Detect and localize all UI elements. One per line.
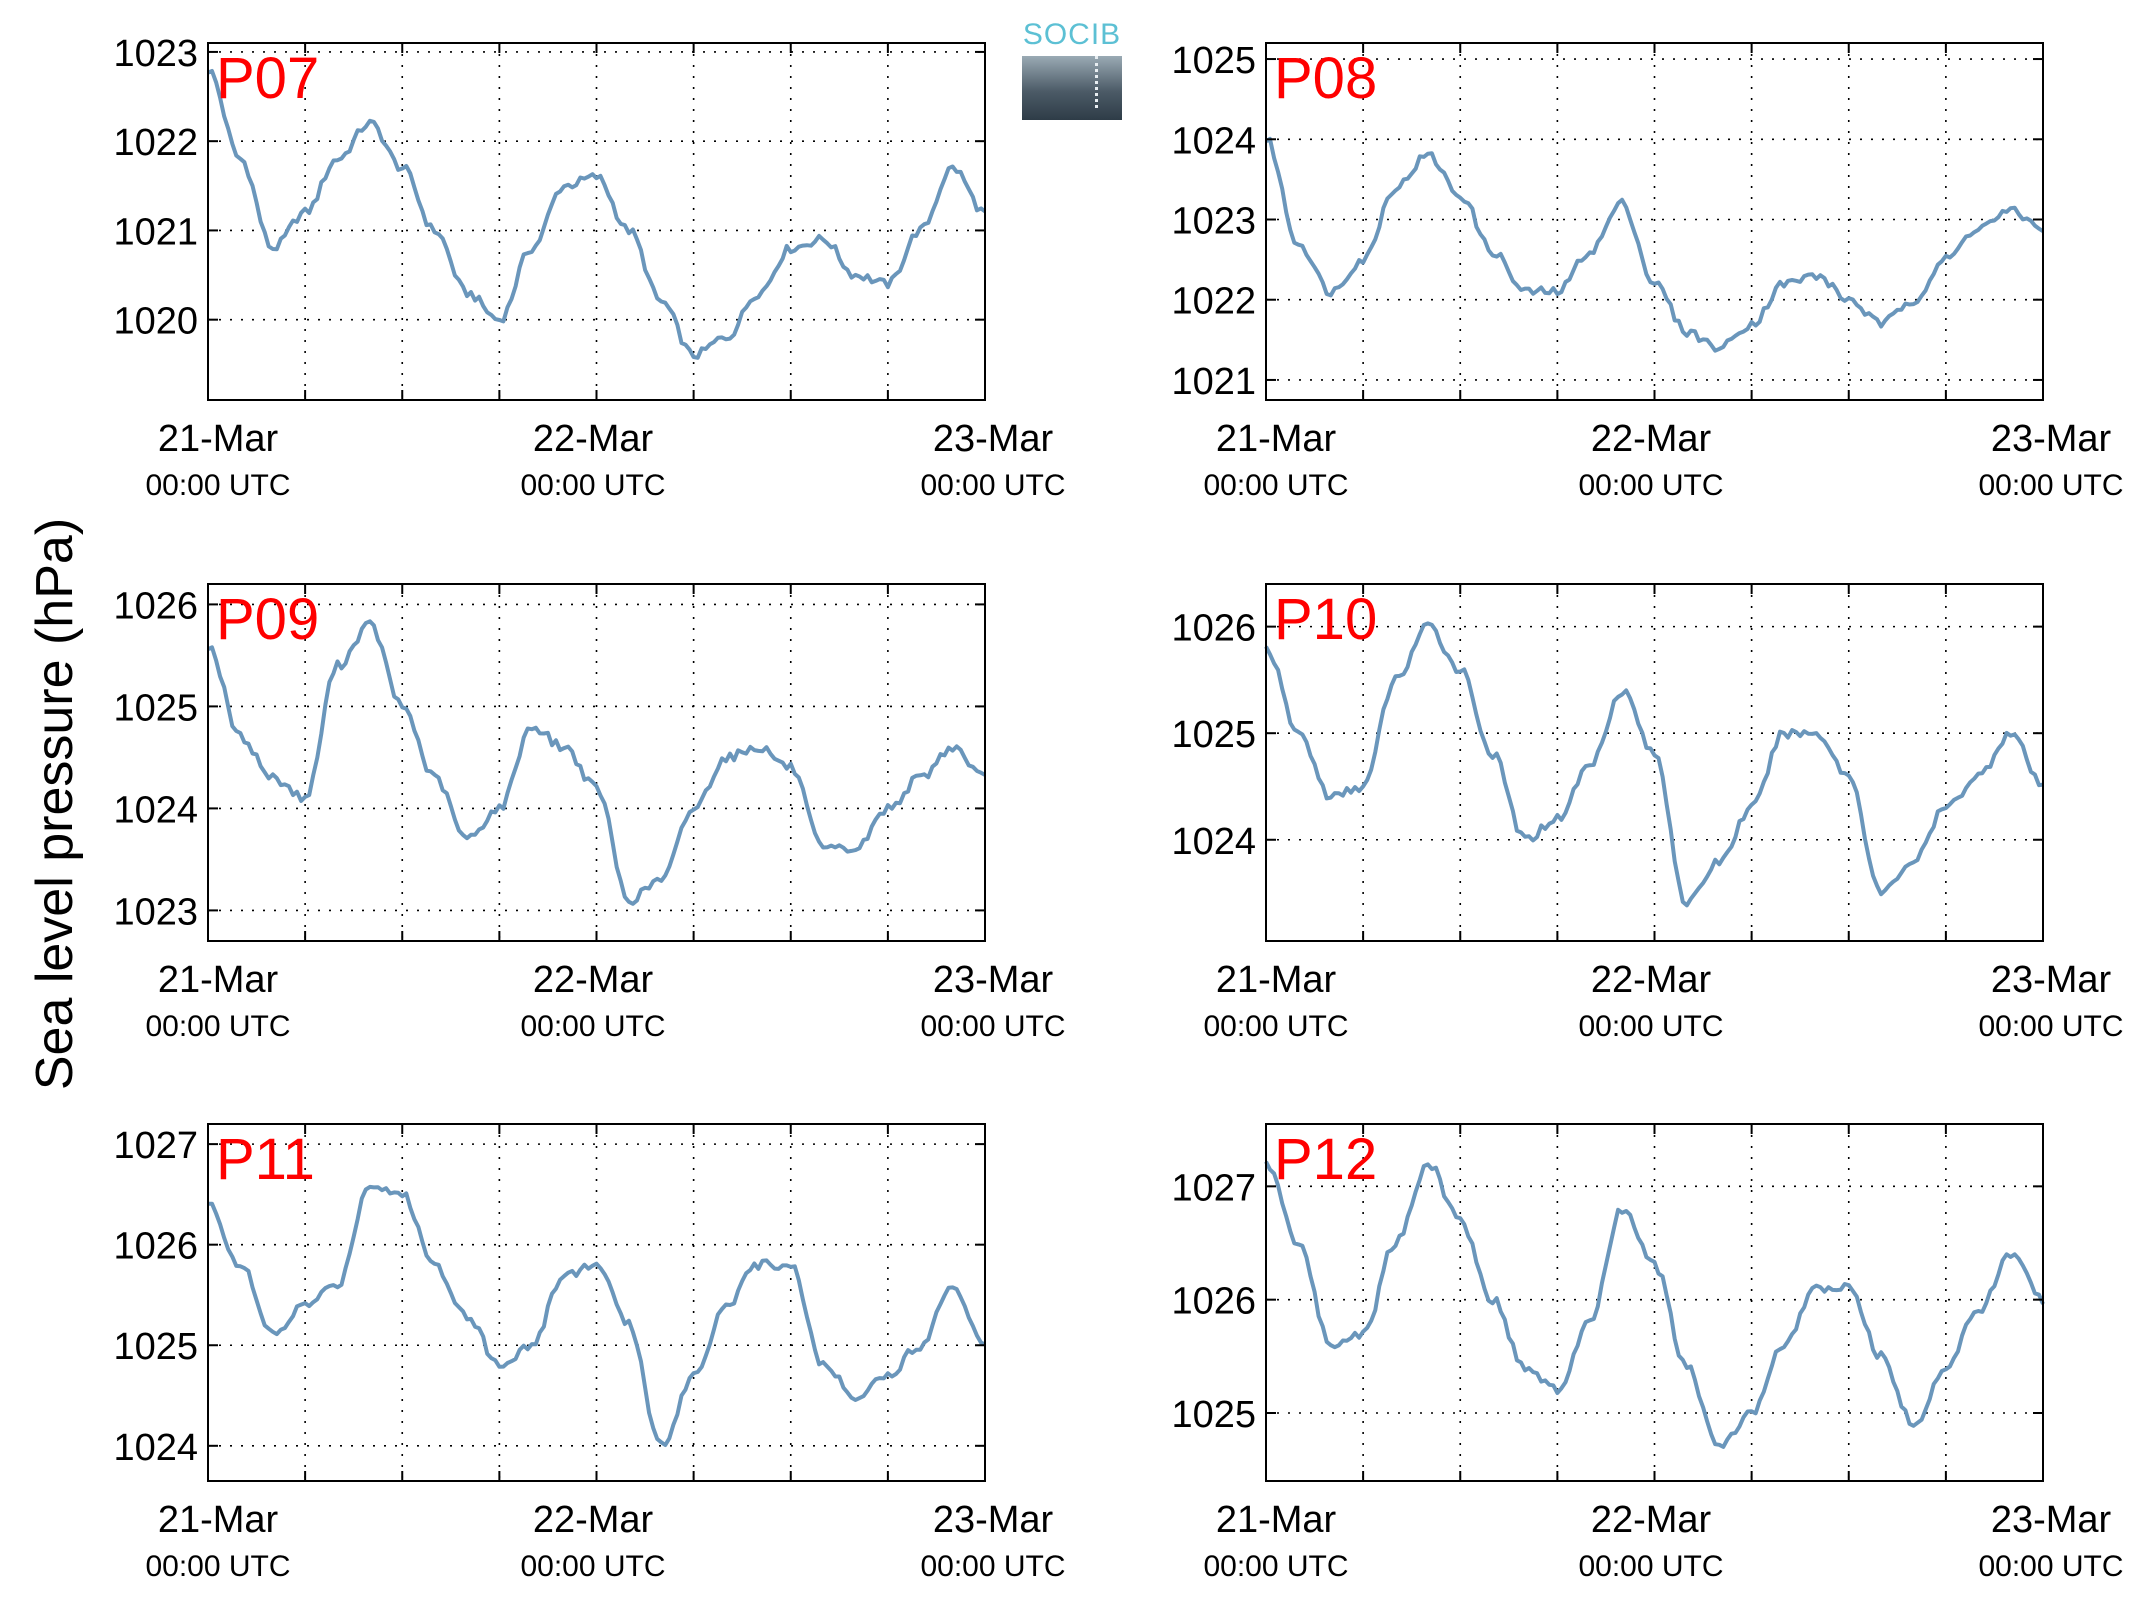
- y-tick-label: 1025: [113, 1326, 198, 1368]
- x-tick-label-time: 00:00 UTC: [520, 1550, 665, 1583]
- y-tick-label: 1025: [1171, 40, 1256, 82]
- y-tick-label: 1027: [1171, 1167, 1256, 1209]
- x-tick-label-date: 22-Mar: [1591, 959, 1712, 1001]
- y-tick-label: 1023: [113, 33, 198, 75]
- x-tick-label-date: 21-Mar: [1216, 959, 1337, 1001]
- y-tick-label: 1022: [113, 122, 198, 164]
- x-tick-label-time: 00:00 UTC: [1203, 1550, 1348, 1583]
- logo-graphic: [1022, 56, 1122, 120]
- y-tick-label: 1023: [1171, 200, 1256, 242]
- plot-frame: [1265, 1123, 2044, 1482]
- x-tick-label-date: 23-Mar: [1991, 1499, 2112, 1541]
- logo-text: SOCIB: [1022, 18, 1122, 51]
- y-tick-label: 1020: [113, 301, 198, 343]
- chart-panel-p12: 1025 1026 1027 21-Mar 00:00 UTC 22-Mar 00:00 U…: [1171, 1123, 2124, 1583]
- y-tick-label: 1026: [1171, 1281, 1256, 1323]
- x-tick-label-date: 22-Mar: [533, 1499, 654, 1541]
- station-label: P11: [216, 1127, 315, 1192]
- x-tick-label-date: 21-Mar: [158, 1499, 279, 1541]
- socib-logo: SOCIB: [1022, 18, 1122, 120]
- x-tick-label-time: 00:00 UTC: [1203, 469, 1348, 502]
- x-tick-label-time: 00:00 UTC: [920, 469, 1065, 502]
- station-label: P12: [1274, 1127, 1377, 1192]
- y-tick-label: 1025: [1171, 1394, 1256, 1436]
- chart-panel-p09: 1023 1024 1025 1026 21-Mar 00:00 UTC 22-Mar 00:…: [113, 583, 1066, 1043]
- x-tick-label-time: 00:00 UTC: [145, 469, 290, 502]
- y-tick-label: 1024: [1171, 821, 1256, 863]
- x-tick-label-time: 00:00 UTC: [145, 1010, 290, 1043]
- x-tick-label-date: 21-Mar: [158, 418, 279, 460]
- x-tick-label-date: 21-Mar: [1216, 418, 1337, 460]
- x-tick-label-date: 21-Mar: [1216, 1499, 1337, 1541]
- plot-frame: [207, 42, 986, 401]
- x-tick-label-time: 00:00 UTC: [145, 1550, 290, 1583]
- y-tick-label: 1026: [113, 585, 198, 627]
- station-label: P09: [216, 587, 319, 652]
- x-tick-label-date: 22-Mar: [1591, 1499, 1712, 1541]
- y-tick-label: 1025: [1171, 714, 1256, 756]
- series-line: [1264, 621, 2044, 908]
- series-line: [207, 69, 987, 360]
- x-tick-label-time: 00:00 UTC: [1578, 469, 1723, 502]
- station-label: P10: [1274, 587, 1377, 652]
- x-tick-label-time: 00:00 UTC: [1978, 1010, 2123, 1043]
- series-line: [207, 1184, 986, 1447]
- y-tick-label: 1026: [113, 1226, 198, 1268]
- x-tick-label-time: 00:00 UTC: [1578, 1010, 1723, 1043]
- y-tick-label: 1021: [1171, 361, 1256, 403]
- y-tick-label: 1026: [1171, 608, 1256, 650]
- station-label: P07: [216, 46, 319, 111]
- plot-frame: [1265, 583, 2044, 942]
- x-tick-label-time: 00:00 UTC: [520, 469, 665, 502]
- x-tick-label-date: 23-Mar: [933, 418, 1054, 460]
- x-tick-label-date: 23-Mar: [933, 1499, 1054, 1541]
- x-tick-label-time: 00:00 UTC: [520, 1010, 665, 1043]
- chart-panel-p11: 1024 1025 1026 1027 21-Mar 00:00 UTC 22-Mar 00:…: [113, 1123, 1066, 1583]
- y-tick-label: 1023: [113, 891, 198, 933]
- series-line: [207, 619, 986, 906]
- y-tick-label: 1027: [113, 1125, 198, 1167]
- y-tick-label: 1024: [113, 789, 198, 831]
- plot-frame: [207, 583, 986, 942]
- series-line: [1264, 136, 2045, 353]
- chart-panel-p08: 1021 1022 1023 1024 1025 21-Mar 00:00 UTC 22-Ma…: [1171, 40, 2123, 502]
- logo-dots: [1095, 56, 1098, 108]
- chart-panel-p10: 1024 1025 1026 21-Mar 00:00 UTC 22-Mar 00:00 U…: [1171, 583, 2124, 1043]
- x-tick-label-date: 23-Mar: [1991, 959, 2112, 1001]
- x-tick-label-time: 00:00 UTC: [920, 1010, 1065, 1043]
- x-tick-label-date: 23-Mar: [1991, 418, 2112, 460]
- plot-frame: [207, 1123, 986, 1482]
- x-tick-label-time: 00:00 UTC: [1203, 1010, 1348, 1043]
- x-tick-label-time: 00:00 UTC: [1978, 1550, 2123, 1583]
- x-tick-label-date: 22-Mar: [533, 418, 654, 460]
- chart-panel-p07: 1020 1021 1022 1023 21-Mar 00:00 UTC 22-Mar 00:…: [113, 33, 1065, 502]
- x-tick-label-date: 21-Mar: [158, 959, 279, 1001]
- x-tick-label-date: 23-Mar: [933, 959, 1054, 1001]
- x-tick-label-time: 00:00 UTC: [1978, 469, 2123, 502]
- y-tick-label: 1025: [113, 687, 198, 729]
- x-tick-label-date: 22-Mar: [1591, 418, 1712, 460]
- x-tick-label-time: 00:00 UTC: [1578, 1550, 1723, 1583]
- x-tick-label-time: 00:00 UTC: [920, 1550, 1065, 1583]
- y-tick-label: 1024: [1171, 120, 1256, 162]
- y-tick-label: 1022: [1171, 281, 1256, 323]
- y-tick-label: 1021: [113, 211, 198, 253]
- series-line: [1264, 1160, 2045, 1449]
- station-label: P08: [1274, 46, 1377, 111]
- y-tick-label: 1024: [113, 1427, 198, 1469]
- x-tick-label-date: 22-Mar: [533, 959, 654, 1001]
